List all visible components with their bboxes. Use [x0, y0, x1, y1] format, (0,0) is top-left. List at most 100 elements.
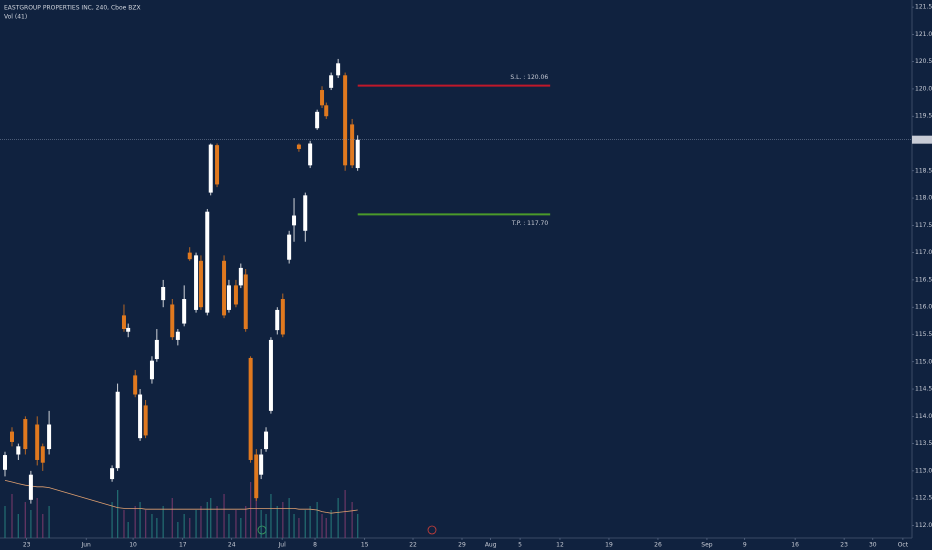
volume-bar — [245, 506, 247, 538]
volume-bar — [117, 490, 119, 538]
volume-bar — [210, 498, 212, 538]
volume-bar — [309, 506, 311, 538]
x-tick-label: 12 — [556, 542, 564, 549]
volume-bar — [36, 498, 38, 538]
candle-body — [268, 339, 273, 411]
volume-bar — [123, 510, 125, 538]
x-tick-label: 19 — [605, 542, 613, 549]
volume-bar — [235, 510, 237, 538]
candle-body — [287, 234, 292, 260]
candle-body — [194, 255, 199, 310]
candle-body — [222, 260, 227, 316]
y-tick-label: 118.00 — [915, 195, 932, 202]
y-tick-label: 117.00 — [915, 249, 932, 256]
volume-bar — [288, 498, 290, 538]
candle-body — [149, 360, 154, 380]
y-tick-label: 114.50 — [915, 386, 932, 393]
candle-body — [115, 391, 120, 469]
y-tick-label: 112.50 — [915, 495, 932, 502]
candle-body — [324, 105, 329, 117]
volume-bar — [177, 522, 179, 538]
volume-bar — [48, 506, 50, 538]
candle-body — [308, 143, 313, 166]
candle-body — [243, 274, 248, 330]
candle-body — [9, 431, 14, 442]
candle-body — [259, 454, 264, 475]
candle-body — [238, 267, 243, 286]
y-tick-label: 115.00 — [915, 358, 932, 365]
volume-bar — [282, 502, 284, 538]
candle-body — [16, 446, 21, 455]
candle-body — [28, 474, 33, 500]
volume-bar — [351, 502, 353, 538]
volume-bar — [325, 518, 327, 538]
candle-body — [170, 304, 175, 338]
volume-bar — [255, 490, 257, 538]
x-tick-label: 22 — [409, 542, 417, 549]
candle-body — [315, 111, 320, 129]
candle-body — [248, 357, 253, 460]
y-tick-label: 113.50 — [915, 440, 932, 447]
candle-body — [329, 75, 334, 88]
volume-bar — [250, 482, 252, 538]
volume-bar — [265, 514, 267, 538]
y-tick-label: 119.50 — [915, 113, 932, 120]
level-label: S.L. : 120.06 — [510, 74, 548, 81]
volume-bar — [206, 502, 208, 538]
x-tick-label: 23 — [840, 542, 848, 549]
candle-body — [336, 63, 341, 76]
candle-body — [350, 124, 355, 166]
candle-body — [187, 252, 192, 260]
x-tick-label: Sep — [701, 542, 713, 549]
candle-body — [233, 285, 238, 305]
volume-bar — [260, 510, 262, 538]
volume-bar — [270, 494, 272, 538]
volume-bar — [321, 514, 323, 538]
volume-bar — [151, 514, 153, 538]
candle-body — [154, 339, 159, 360]
volume-bar — [4, 506, 6, 538]
candle-body — [175, 331, 180, 340]
last-price-label: 119.07 — [915, 136, 932, 143]
volume-bar — [139, 502, 141, 538]
x-tick-label: Jun — [80, 542, 91, 549]
y-tick-label: 114.00 — [915, 413, 932, 420]
y-tick-label: 121.50 — [915, 4, 932, 11]
chart-title: EASTGROUP PROPERTIES INC, 240, Cboe BZX — [4, 5, 141, 12]
x-tick-label: 29 — [458, 542, 466, 549]
y-tick-label: 116.50 — [915, 276, 932, 283]
volume-bar — [228, 514, 230, 538]
candle-body — [215, 145, 220, 185]
volume-bar — [189, 518, 191, 538]
volume-bar — [171, 498, 173, 538]
candle-body — [143, 405, 148, 436]
candle-body — [264, 431, 269, 450]
x-tick-label: 5 — [518, 542, 522, 549]
volume-bar — [111, 502, 113, 538]
volume-bar — [316, 502, 318, 538]
candle-body — [226, 285, 231, 310]
volume-bar — [216, 506, 218, 538]
x-tick-label: 15 — [361, 542, 369, 549]
y-tick-label: 121.00 — [915, 31, 932, 38]
x-tick-label: 30 — [869, 542, 877, 549]
volume-bar — [42, 514, 44, 538]
x-tick-label: Oct — [898, 542, 909, 549]
volume-bar — [276, 506, 278, 538]
x-tick-label: 23 — [23, 542, 31, 549]
volume-bar — [145, 510, 147, 538]
volume-bar — [30, 510, 32, 538]
candle-body — [292, 215, 297, 226]
event-marker[interactable] — [427, 525, 437, 535]
candle-body — [343, 75, 348, 166]
volume-bar — [200, 506, 202, 538]
candle-body — [133, 375, 138, 395]
volume-bar — [17, 514, 19, 538]
candle-body — [296, 144, 301, 149]
x-tick-label: Aug — [485, 542, 497, 549]
candle-body — [110, 468, 115, 480]
volume-bar — [293, 514, 295, 538]
volume-bar — [357, 514, 359, 538]
